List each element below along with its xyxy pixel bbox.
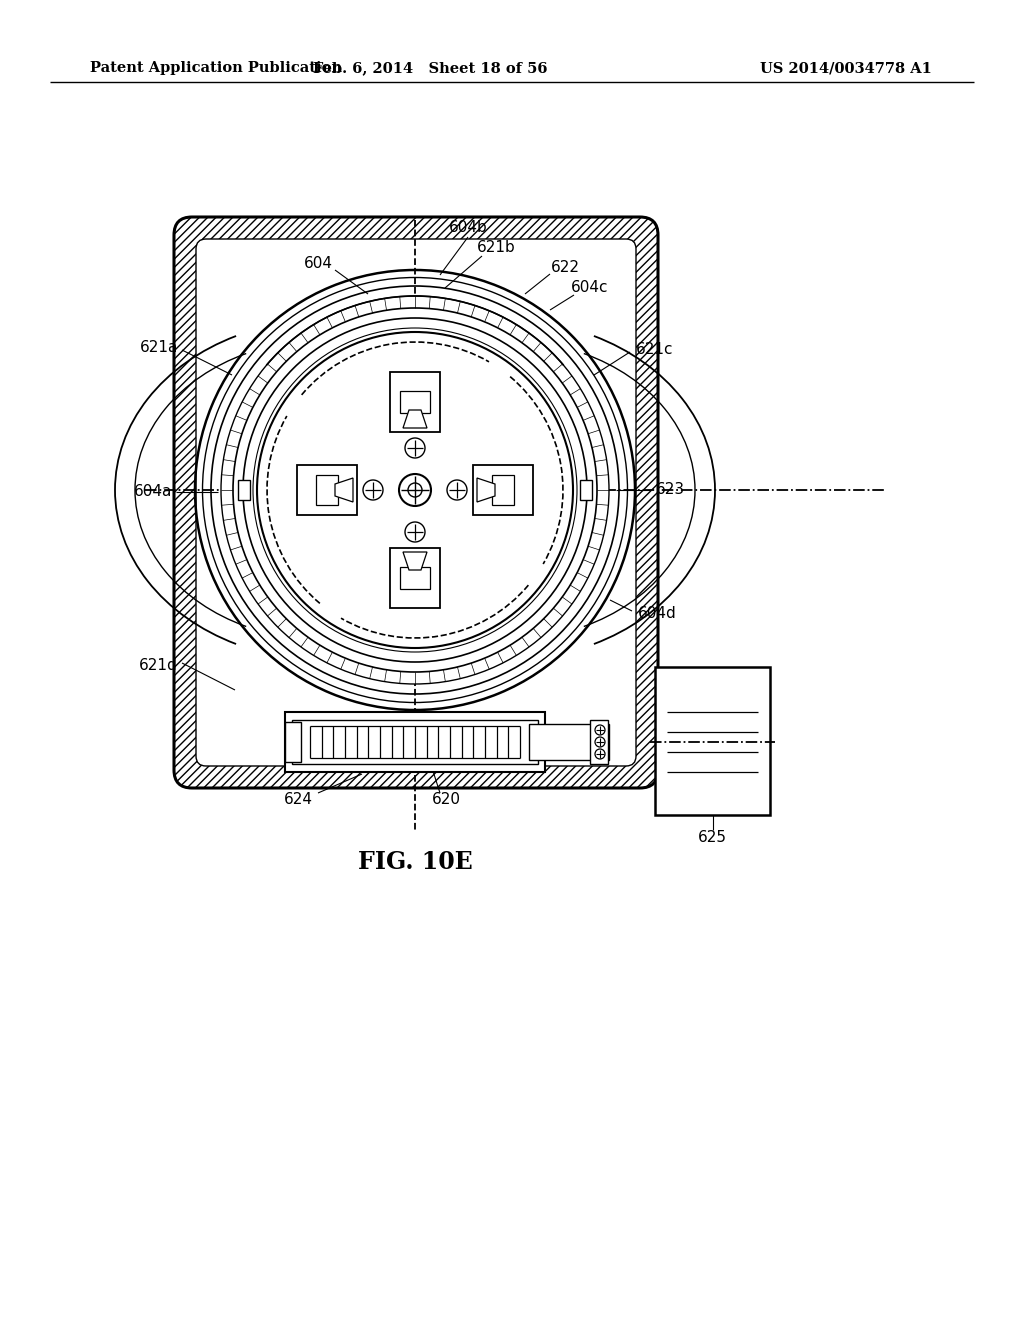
Bar	[529, 723, 609, 760]
Bar	[285, 711, 545, 772]
Bar	[580, 480, 592, 500]
Text: 621d: 621d	[139, 659, 178, 673]
Bar	[285, 722, 301, 762]
Circle shape	[595, 748, 605, 759]
Circle shape	[595, 725, 605, 735]
Circle shape	[221, 296, 609, 684]
Text: 621c: 621c	[636, 342, 674, 358]
Polygon shape	[403, 411, 427, 428]
Text: 622: 622	[551, 260, 580, 276]
FancyBboxPatch shape	[196, 239, 636, 766]
Bar	[400, 391, 430, 413]
Bar	[238, 480, 250, 500]
Text: 621a: 621a	[139, 341, 178, 355]
Circle shape	[243, 318, 587, 663]
Text: Patent Application Publication: Patent Application Publication	[90, 61, 342, 75]
Text: 625: 625	[698, 829, 727, 845]
Text: 604c: 604c	[571, 281, 608, 296]
Bar	[390, 548, 440, 609]
Circle shape	[408, 483, 422, 498]
Circle shape	[362, 480, 383, 500]
Circle shape	[447, 480, 467, 500]
Polygon shape	[335, 478, 353, 502]
Circle shape	[233, 308, 597, 672]
Text: 604: 604	[303, 256, 333, 272]
Bar	[655, 667, 770, 814]
Polygon shape	[477, 478, 495, 502]
Circle shape	[406, 438, 425, 458]
Bar	[473, 465, 534, 515]
Bar	[292, 719, 538, 764]
Text: 620: 620	[431, 792, 461, 808]
Text: 621b: 621b	[476, 240, 515, 256]
Bar	[316, 475, 338, 506]
Bar	[400, 568, 430, 589]
Text: 604b: 604b	[449, 220, 487, 235]
FancyBboxPatch shape	[174, 216, 658, 788]
Circle shape	[399, 474, 431, 506]
Bar	[297, 465, 357, 515]
Text: 604d: 604d	[638, 606, 677, 622]
Text: 624: 624	[284, 792, 312, 808]
Text: Feb. 6, 2014   Sheet 18 of 56: Feb. 6, 2014 Sheet 18 of 56	[312, 61, 547, 75]
Bar	[492, 475, 514, 506]
Circle shape	[595, 737, 605, 747]
Bar	[390, 372, 440, 432]
Text: 623: 623	[656, 483, 685, 498]
Circle shape	[406, 521, 425, 543]
Bar	[590, 719, 608, 764]
Text: 604a: 604a	[133, 484, 172, 499]
Text: FIG. 10E: FIG. 10E	[357, 850, 472, 874]
Polygon shape	[403, 552, 427, 570]
Circle shape	[257, 333, 573, 648]
Circle shape	[253, 327, 577, 652]
Text: US 2014/0034778 A1: US 2014/0034778 A1	[760, 61, 932, 75]
